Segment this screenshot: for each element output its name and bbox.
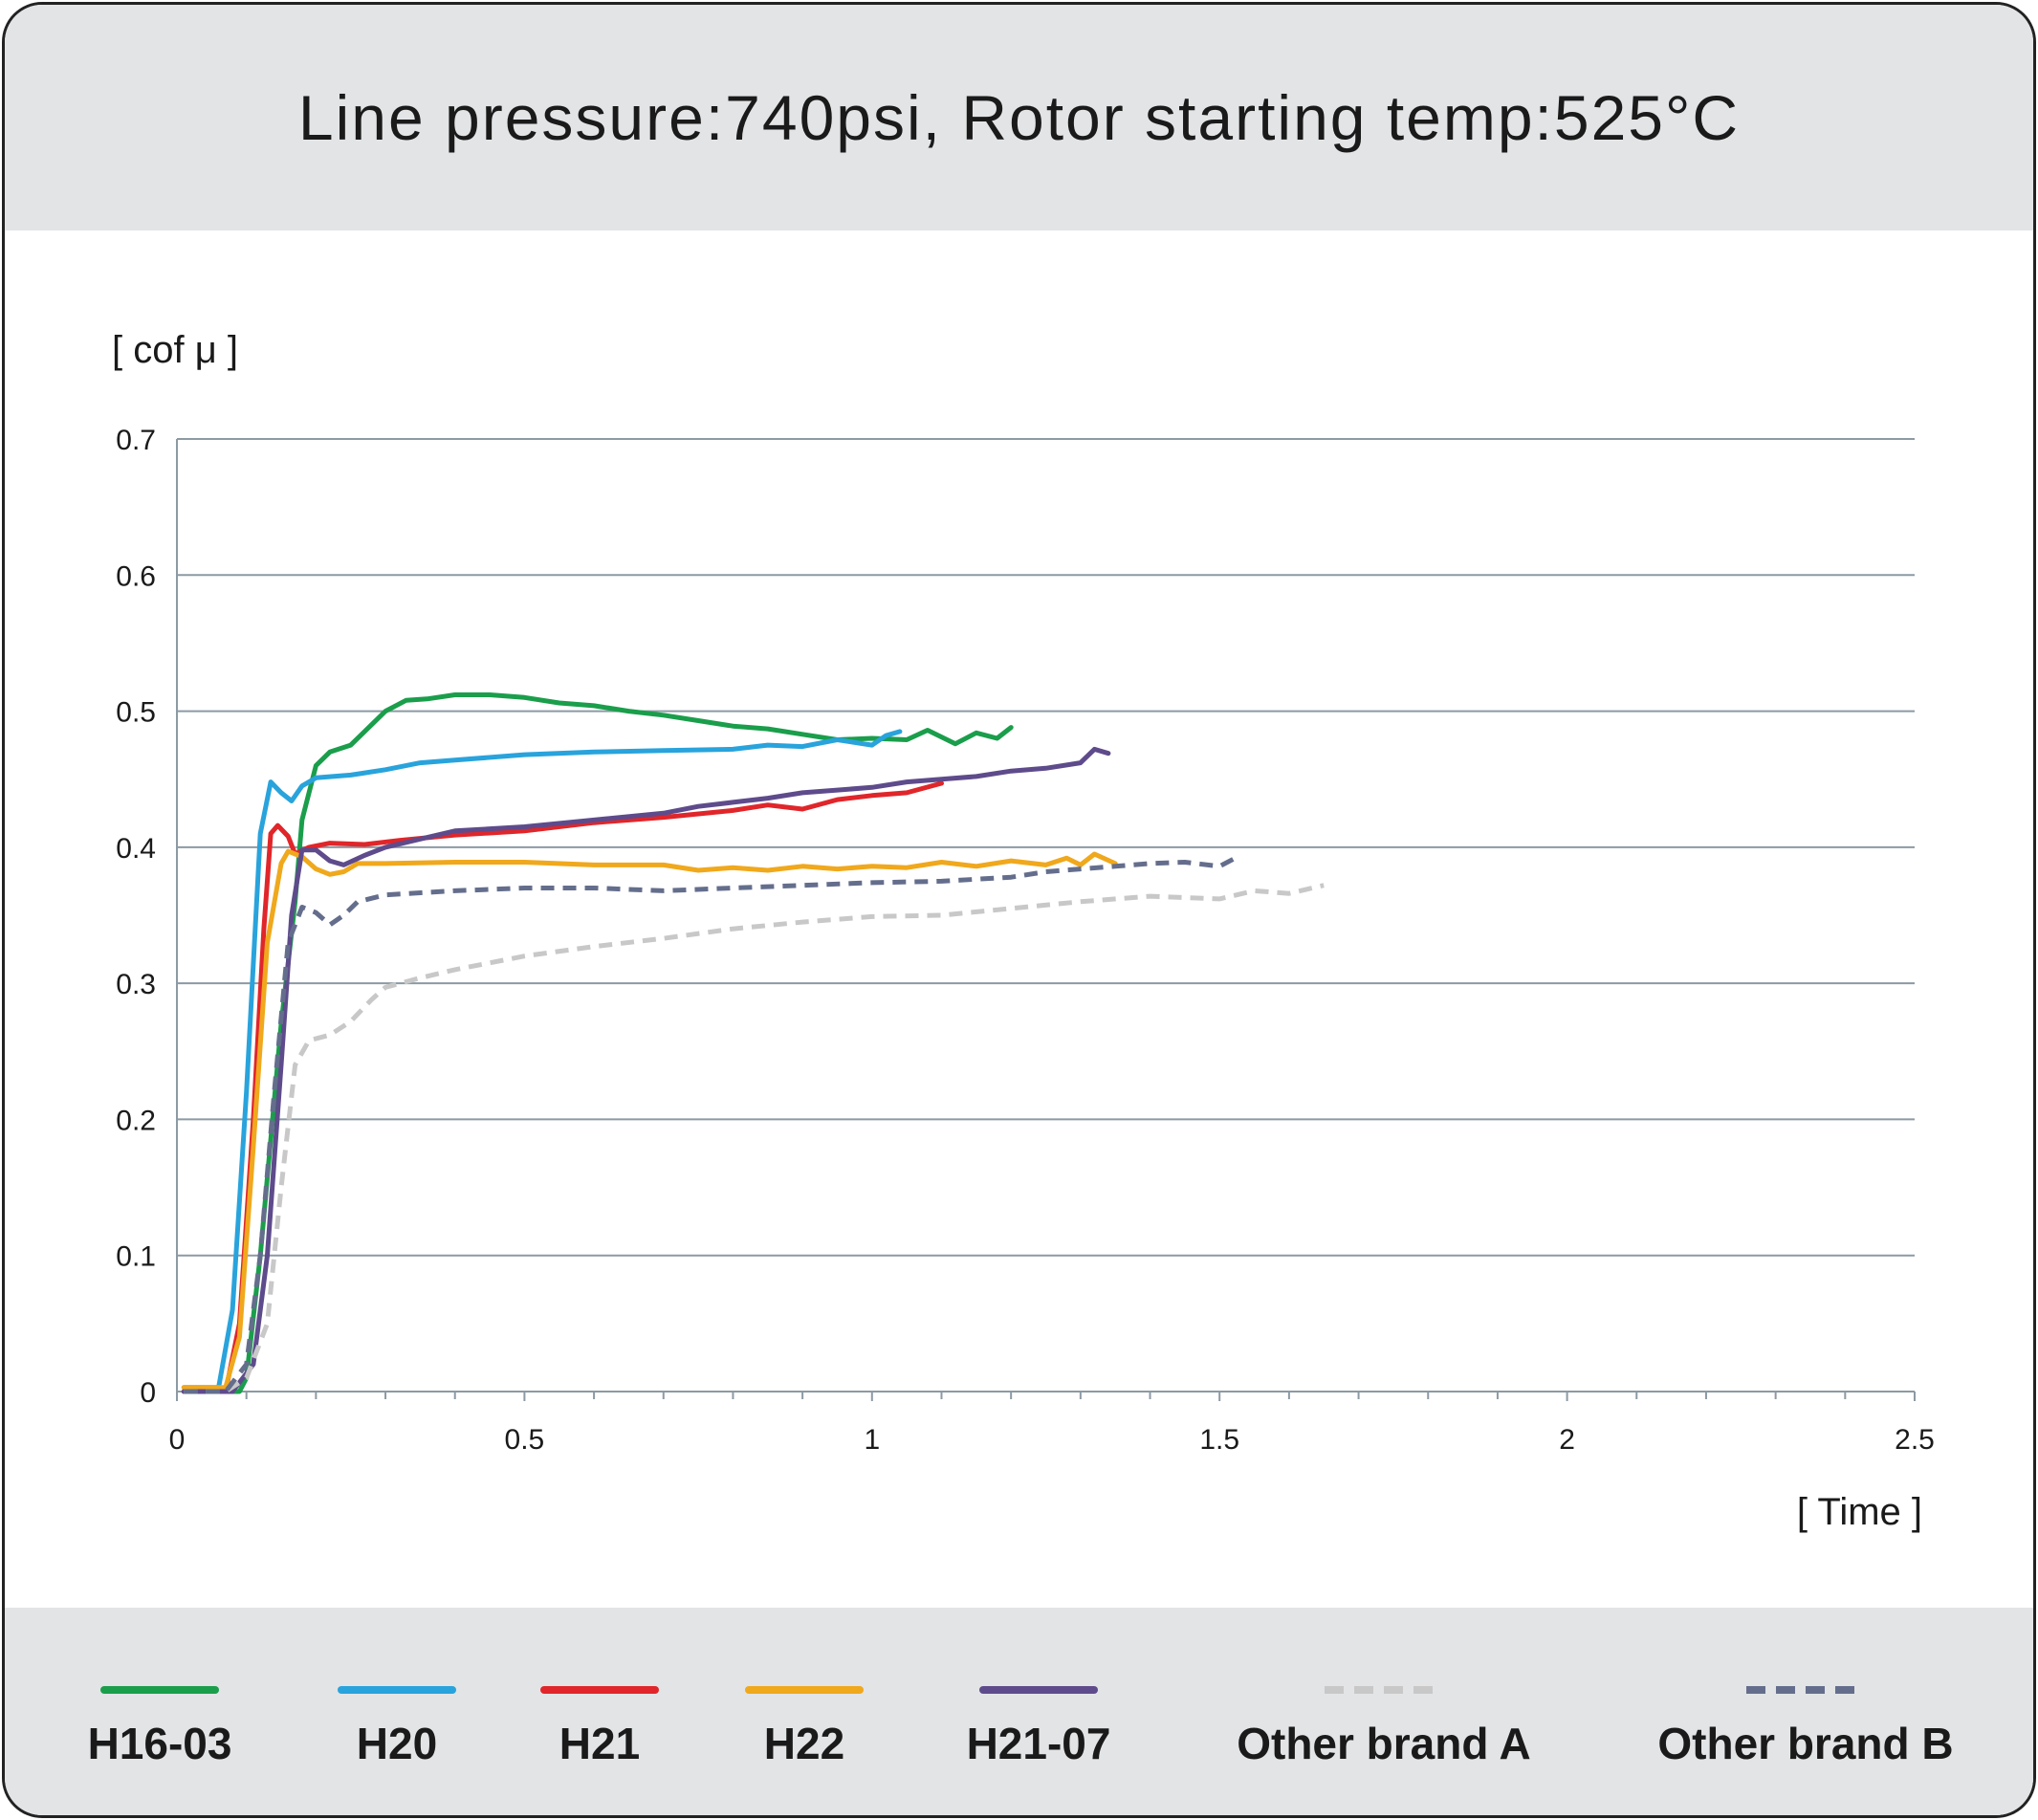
legend-item: H20: [244, 1608, 550, 1815]
legend-swatch: [745, 1686, 864, 1694]
x-tick-label: 2.5: [1895, 1424, 1935, 1456]
y-tick-label: 0.5: [116, 697, 156, 729]
series-line-h21: [181, 780, 944, 1394]
axis-ticks: 0 0.1 0.2 0.3 0.4 0.5 0.6 0.7 0 0.5 1 1.5 2 2.5: [116, 425, 1935, 1456]
legend-swatch: [100, 1686, 219, 1694]
legend-item: Other brand A: [1231, 1608, 1537, 1815]
series-line-h20: [181, 729, 903, 1391]
legend-item: H21: [447, 1608, 753, 1815]
series-line-other-brand-a: [184, 883, 1325, 1394]
line-chart: [ cof μ ] [ Time ] 0 0.1 0.2 0.3 0.4 0.5 0.6 0.…: [112, 329, 1935, 1533]
x-tick-label: 0: [169, 1424, 186, 1456]
y-tick-label: 0.6: [116, 560, 156, 592]
legend-swatch: [540, 1686, 659, 1694]
series-lines: [181, 692, 1325, 1394]
series-line-h16-03: [181, 692, 1014, 1394]
x-tick-label: 2: [1559, 1424, 1575, 1456]
series-line-h21-07: [181, 746, 1111, 1394]
legend-label: H21: [559, 1719, 641, 1768]
y-tick-label: 0: [140, 1377, 156, 1409]
chart-header: Line pressure:740psi, Rotor starting tem…: [5, 5, 2033, 230]
series-line-h22: [181, 848, 1118, 1391]
x-axis-label: [ Time ]: [1797, 1491, 1922, 1533]
x-tick-label: 1: [864, 1424, 880, 1456]
x-tick-label: 1.5: [1199, 1424, 1239, 1456]
y-tick-label: 0.3: [116, 969, 156, 1000]
series-line-other-brand-b: [184, 853, 1242, 1394]
legend-swatch: [1746, 1686, 1865, 1694]
x-tick-label: 0.5: [505, 1424, 545, 1456]
y-axis-label: [ cof μ ]: [112, 329, 238, 371]
y-tick-label: 0.2: [116, 1105, 156, 1136]
legend-swatch: [1325, 1686, 1443, 1694]
legend-item: H22: [651, 1608, 957, 1815]
legend-item: H21-07: [886, 1608, 1192, 1815]
grid-lines: [176, 438, 1915, 1392]
legend-label: H16-03: [87, 1719, 232, 1768]
legend-swatch: [338, 1686, 456, 1694]
legend-label: H20: [356, 1719, 438, 1768]
legend-label: Other brand B: [1657, 1719, 1954, 1768]
y-tick-label: 0.7: [116, 425, 156, 456]
legend-item: Other brand B: [1653, 1608, 1959, 1815]
chart-title: Line pressure:740psi, Rotor starting tem…: [297, 82, 1741, 153]
legend-label: Other brand A: [1237, 1719, 1531, 1768]
legend-swatch: [979, 1686, 1098, 1694]
legend-label: H21-07: [966, 1719, 1111, 1768]
y-tick-label: 0.4: [116, 833, 156, 865]
chart-legend: H16-03 H20 H21 H22 H21-07 Other brand A Other …: [5, 1608, 2033, 1815]
legend-label: H22: [763, 1719, 845, 1768]
y-tick-label: 0.1: [116, 1241, 156, 1273]
legend-item: H16-03: [7, 1608, 313, 1815]
